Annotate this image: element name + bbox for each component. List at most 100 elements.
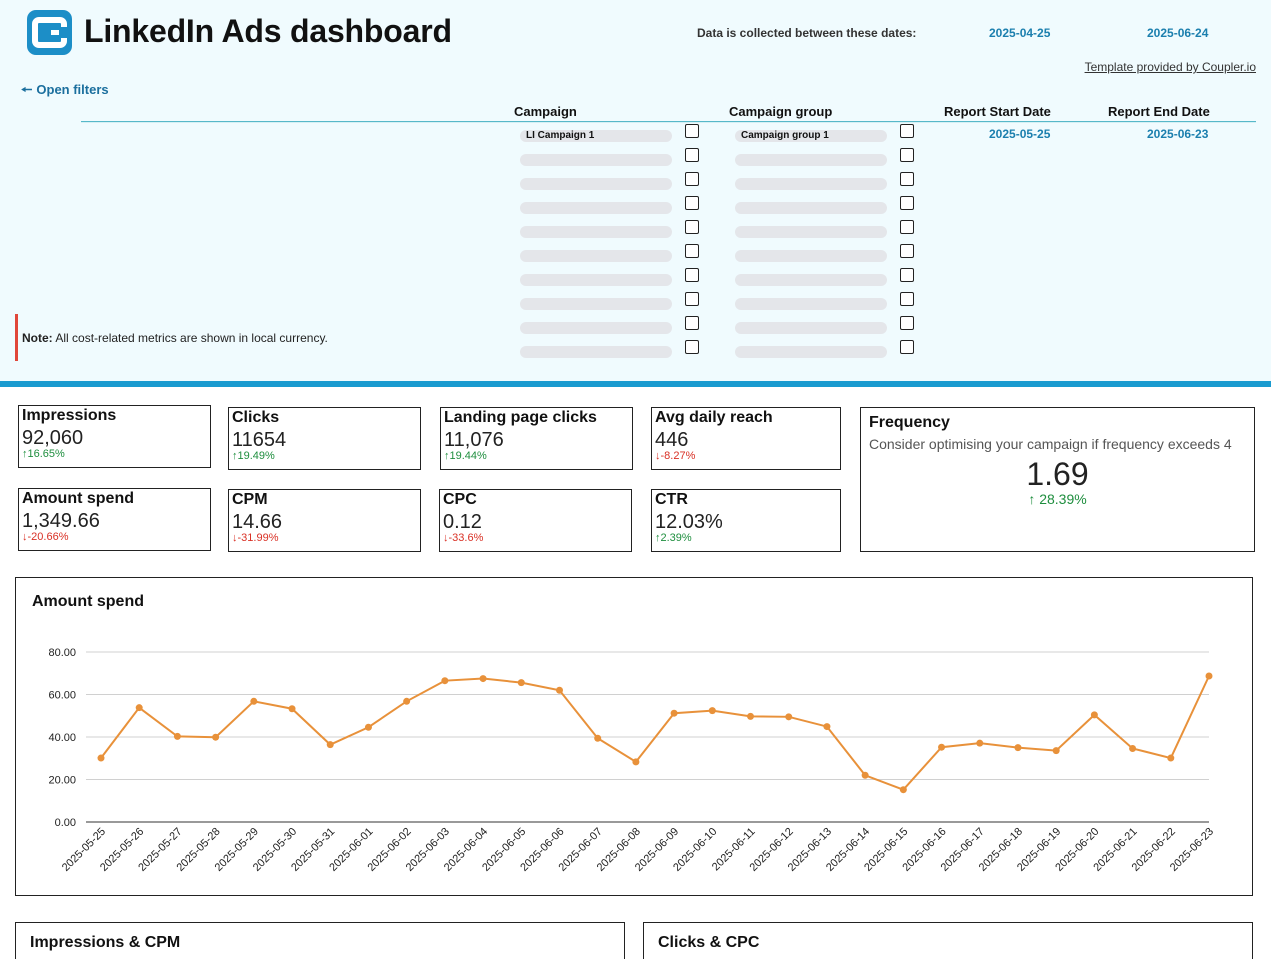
campaign-group-header: Campaign group [729, 104, 833, 119]
kpi-cpm: CPM 14.66 ↓-31.99% [228, 489, 421, 552]
campaign-checkbox[interactable] [685, 244, 699, 258]
kpi-delta: ↑19.44% [444, 450, 487, 462]
data-point [708, 707, 716, 715]
campaign-group-option[interactable] [735, 346, 887, 358]
data-point [212, 733, 220, 741]
campaign-group-checkbox[interactable] [900, 172, 914, 186]
campaign-option[interactable] [520, 250, 672, 262]
kpi-title: Avg daily reach [655, 409, 773, 426]
kpi-delta: ↑2.39% [655, 532, 692, 544]
kpi-title: Impressions [22, 407, 117, 424]
data-point [250, 697, 258, 705]
campaign-option[interactable] [520, 298, 672, 310]
y-tick-label: 20.00 [48, 775, 76, 787]
note-body: All cost-related metrics are shown in lo… [52, 331, 328, 345]
campaign-option[interactable] [520, 226, 672, 238]
kpi-clicks: Clicks 11654 ↑19.49% [228, 407, 421, 470]
campaign-option[interactable]: LI Campaign 1 [520, 130, 672, 142]
chart-title: Impressions & CPM [30, 934, 181, 951]
campaign-group-checkbox[interactable] [900, 148, 914, 162]
kpi-delta: ↓-33.6% [443, 532, 483, 544]
dates-label: Data is collected between these dates: [697, 26, 917, 40]
campaign-checkbox[interactable] [685, 172, 699, 186]
report-end-date[interactable]: 2025-06-23 [1147, 127, 1209, 141]
data-point [403, 697, 411, 705]
campaign-option[interactable] [520, 154, 672, 166]
campaign-group-option[interactable] [735, 178, 887, 190]
frequency-delta: ↑ 28.39% [861, 491, 1254, 507]
arrow-down-icon: ↓ [443, 532, 449, 544]
open-filters-button[interactable]: 🠔 Open filters [21, 81, 109, 103]
template-link[interactable]: Template provided by Coupler.io [1084, 60, 1256, 74]
currency-note: Note: All cost-related metrics are shown… [15, 314, 415, 361]
kpi-title: Landing page clicks [444, 409, 597, 426]
campaign-group-checkbox[interactable] [900, 316, 914, 330]
kpi-value: 14.66 [232, 511, 283, 533]
data-point [441, 677, 449, 685]
chart-title: Amount spend [32, 593, 144, 610]
kpi-amount-spend: Amount spend 1,349.66 ↓-20.66% [18, 488, 211, 551]
campaign-checkbox[interactable] [685, 196, 699, 210]
campaign-checkbox[interactable] [685, 340, 699, 354]
kpi-delta-value: -8.27% [660, 450, 696, 462]
campaign-group-option[interactable] [735, 226, 887, 238]
frequency-value: 1.69 [1026, 456, 1089, 492]
campaign-group-checkbox[interactable] [900, 244, 914, 258]
campaign-checkbox[interactable] [685, 292, 699, 306]
campaign-group-checkbox[interactable] [900, 220, 914, 234]
kpi-delta-value: -20.66% [27, 531, 69, 543]
campaign-checkbox[interactable] [685, 316, 699, 330]
kpi-title: CPM [232, 491, 268, 508]
arrow-down-icon: ↓ [232, 532, 238, 544]
kpi-value: 11654 [232, 429, 287, 451]
filter-divider-shadow [81, 122, 1256, 123]
data-point [976, 739, 984, 747]
campaign-option[interactable] [520, 178, 672, 190]
campaign-header: Campaign [514, 104, 577, 119]
campaign-checkbox[interactable] [685, 220, 699, 234]
campaign-option[interactable] [520, 202, 672, 214]
campaign-group-checkbox[interactable] [900, 196, 914, 210]
campaign-group-option[interactable] [735, 298, 887, 310]
note-label: Note: [22, 331, 53, 345]
header-band [0, 0, 1271, 382]
campaign-group-option[interactable] [735, 154, 887, 166]
campaign-group-checkbox[interactable] [900, 124, 914, 138]
campaign-option[interactable] [520, 346, 672, 358]
kpi-delta: ↓-31.99% [232, 532, 278, 544]
page-title: LinkedIn Ads dashboard [84, 13, 452, 49]
campaign-group-option[interactable] [735, 250, 887, 262]
arrow-up-icon: ↑ [1028, 491, 1040, 507]
campaign-group-option[interactable]: Campaign group 1 [735, 130, 887, 142]
kpi-title: CTR [655, 491, 688, 508]
data-point [288, 705, 296, 713]
campaign-checkbox[interactable] [685, 148, 699, 162]
campaign-checkbox[interactable] [685, 268, 699, 282]
arrow-down-icon: ↓ [655, 450, 661, 462]
data-point [861, 771, 869, 779]
kpi-delta-value: -33.6% [448, 532, 484, 544]
campaign-group-option[interactable] [735, 274, 887, 286]
kpi-title: Clicks [232, 409, 280, 426]
kpi-ctr: CTR 12.03% ↑2.39% [651, 489, 841, 552]
impressions-cpm-chart: Impressions & CPM [15, 922, 625, 959]
campaign-option[interactable] [520, 322, 672, 334]
report-start-date[interactable]: 2025-05-25 [989, 127, 1051, 141]
kpi-delta-value: 2.39% [660, 532, 692, 544]
kpi-value: 12.03% [655, 511, 723, 533]
campaign-group-option[interactable] [735, 202, 887, 214]
campaign-group-checkbox[interactable] [900, 340, 914, 354]
campaign-group-checkbox[interactable] [900, 268, 914, 282]
amount-spend-plot: 0.0020.0040.0060.0080.002025-05-252025-0… [48, 647, 1216, 874]
campaign-checkbox[interactable] [685, 124, 699, 138]
data-point [823, 723, 831, 731]
campaign-group-option[interactable] [735, 322, 887, 334]
y-tick-label: 0.00 [55, 817, 76, 829]
data-point [632, 758, 640, 766]
kpi-value: 11,076 [444, 429, 504, 451]
arrow-up-icon: ↑ [232, 450, 238, 462]
campaign-option[interactable] [520, 274, 672, 286]
kpi-landing-page-clicks: Landing page clicks 11,076 ↑19.44% [440, 407, 633, 470]
data-point [1052, 747, 1060, 755]
campaign-group-checkbox[interactable] [900, 292, 914, 306]
